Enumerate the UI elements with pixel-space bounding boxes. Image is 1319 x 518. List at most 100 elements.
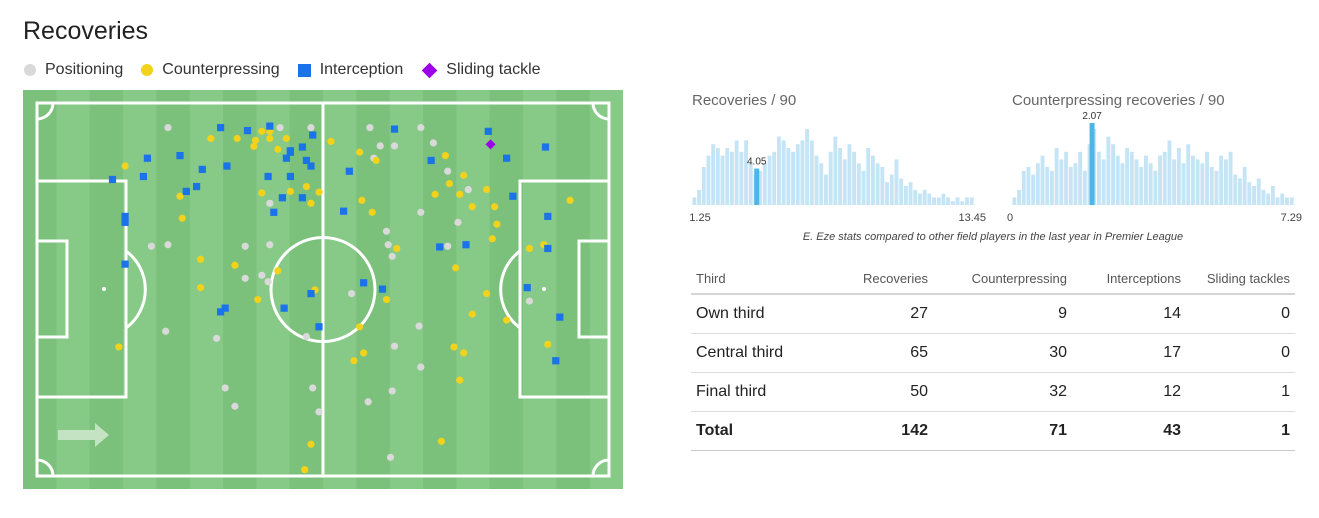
recoveries-histogram-bar (748, 163, 753, 205)
positioning-point (390, 142, 399, 150)
right-penalty-arc (499, 249, 521, 330)
interception-point (541, 143, 550, 151)
interception-point (264, 172, 272, 181)
interception-point (282, 154, 290, 162)
table-cell: 9 (933, 294, 1072, 334)
interception-point (427, 156, 435, 165)
counterpressing-histogram-bar (1238, 178, 1242, 205)
recoveries-histogram-bar (762, 163, 767, 205)
recoveries-histogram-bar (706, 155, 711, 205)
recoveries-histogram-bar (856, 163, 861, 205)
counterpressing-histogram-bar (1129, 151, 1134, 205)
legend-item-interception[interactable]: Interception (297, 61, 404, 79)
recoveries-histogram-bar (955, 197, 960, 205)
interception-point (309, 131, 317, 139)
legend-item-counterpressing[interactable]: Counterpressing (141, 61, 280, 79)
legend-label: Interception (319, 61, 404, 78)
centre-circle (269, 236, 377, 343)
counterpressing-point (356, 148, 364, 156)
counterpressing-histogram-bar (1191, 155, 1195, 205)
attack-direction-arrow-icon (58, 423, 109, 447)
table-total-row: Total 142 71 43 1 (691, 411, 1295, 451)
positioning-point (444, 167, 452, 175)
recoveries-histogram-bar (889, 174, 894, 205)
pitch-lines (35, 101, 611, 478)
interception-point (345, 167, 353, 175)
positioning-point (417, 124, 425, 132)
recoveries-histogram-bar (739, 151, 744, 205)
counterpressing-point (302, 182, 311, 191)
pitch-stripe (189, 90, 224, 489)
interception-point (436, 243, 444, 251)
positioning-point (162, 327, 170, 335)
table-cell: 43 (1072, 411, 1186, 451)
column-header: Third (691, 263, 819, 295)
recoveries-histogram-bar (871, 155, 875, 205)
counterpressing-point (196, 284, 205, 292)
counterpressing-histogram-bar (1073, 163, 1078, 205)
counterpressing-histogram-bar (1111, 144, 1115, 205)
counterpressing-histogram-bar (1247, 182, 1252, 205)
counterpressing-histogram-bar (1064, 151, 1068, 205)
counterpressing-histogram-bar (1261, 189, 1266, 205)
table-cell: 14 (1072, 294, 1186, 334)
counterpressing-point (274, 145, 282, 153)
counterpressing-marker-icon (141, 64, 154, 76)
counterpressing-histogram-bar (1078, 151, 1083, 205)
positioning-point (266, 199, 274, 207)
counterpressing-histogram-bar (1256, 178, 1261, 205)
recoveries-histogram-bar (842, 159, 847, 205)
counterpressing-point (368, 208, 376, 216)
counterpressing-histogram-bar (1176, 148, 1181, 205)
right-goal-box (577, 239, 611, 339)
recoveries-histogram-bar (960, 201, 965, 205)
counterpressing-point (315, 188, 323, 196)
counterpressing-point (196, 255, 205, 263)
positioning-point (164, 241, 172, 249)
counterpressing-point (445, 179, 454, 188)
interception-point (523, 284, 531, 292)
table-cell: Final third (691, 372, 819, 412)
positioning-point (258, 271, 266, 279)
counterpressing-histogram-bar (1162, 151, 1167, 205)
recoveries-histogram-bar (800, 140, 805, 205)
recoveries-histogram-bar (965, 197, 969, 205)
recoveries-histogram-bar (711, 144, 716, 205)
recoveries-histogram-bar (927, 193, 932, 205)
interception-point (286, 147, 294, 155)
table-cell: 0 (1186, 333, 1295, 373)
counterpressing-point (301, 466, 309, 474)
recoveries-histogram-bar (697, 189, 701, 205)
recoveries-histogram-bar (781, 140, 786, 205)
counterpressing-point (468, 310, 476, 318)
column-header: Sliding tackles (1186, 263, 1295, 295)
table-cell: 65 (819, 333, 933, 373)
counterpressing-point (503, 316, 511, 324)
positioning-point (376, 142, 384, 150)
legend-item-positioning[interactable]: Positioning (24, 61, 123, 79)
counterpressing-histogram-bar (1223, 159, 1228, 205)
counterpressing-histogram-bar (1195, 159, 1200, 205)
counterpressing-point (307, 199, 315, 207)
positioning-point (415, 322, 423, 330)
pitch-stripe (423, 90, 457, 489)
positioning-point (525, 297, 534, 305)
legend-item-sliding-tackle[interactable]: Sliding tackle (421, 61, 541, 79)
recoveries-histogram-bar (918, 193, 922, 205)
interception-point (139, 172, 147, 181)
recoveries-table: Third Recoveries Counterpressing Interce… (691, 263, 1295, 451)
table-row: Own third 27 9 14 0 (691, 294, 1295, 334)
pitch-stripe (156, 90, 191, 489)
positioning-point (221, 384, 229, 392)
recoveries-histogram-bar (715, 148, 720, 205)
counterpressing-histogram-bar (1134, 159, 1139, 205)
counterpressing-point (482, 290, 491, 298)
counterpressing-point (327, 137, 335, 146)
counterpressing-point (437, 437, 446, 445)
interception-point (302, 156, 311, 165)
counterpressing-point (491, 203, 499, 211)
recoveries-histogram-bar (791, 151, 795, 205)
interception-point (266, 122, 274, 130)
table-cell: 1 (1186, 372, 1295, 412)
interception-point (121, 218, 129, 226)
